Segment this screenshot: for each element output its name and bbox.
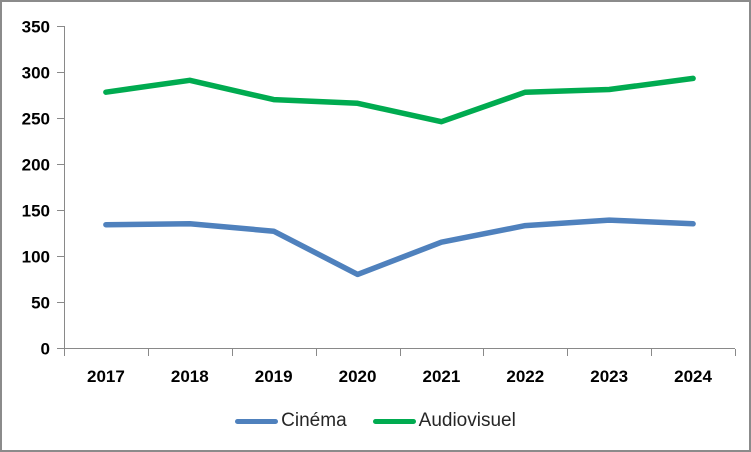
x-axis-tick-label: 2018	[171, 367, 209, 386]
y-axis-tick-label: 350	[22, 18, 50, 37]
x-axis-tick-label: 2022	[506, 367, 544, 386]
legend-item-cinema: Cinéma	[235, 410, 347, 432]
x-axis-tick-label: 2019	[255, 367, 293, 386]
legend-label-audiovisuel: Audiovisuel	[418, 410, 516, 431]
x-axis-tick-label: 2020	[339, 367, 377, 386]
y-axis-tick-label: 200	[22, 156, 50, 175]
legend-item-audiovisuel: Audiovisuel	[372, 410, 516, 432]
x-axis-tick-label: 2021	[423, 367, 461, 386]
y-axis-tick-label: 50	[31, 294, 50, 313]
legend-swatch-cinema	[235, 418, 279, 424]
x-axis-tick-label: 2024	[674, 367, 712, 386]
series-line-audiovisuel	[103, 75, 696, 125]
y-axis-tick-label: 0	[41, 340, 50, 359]
y-axis-tick-label: 300	[22, 64, 50, 83]
x-axis-tick-label: 2017	[87, 367, 125, 386]
chart-legend: Cinéma Audiovisuel	[2, 406, 749, 436]
y-axis-tick-label: 250	[22, 110, 50, 129]
y-axis-tick-label: 100	[22, 248, 50, 267]
legend-swatch-audiovisuel	[372, 418, 416, 424]
y-axis-tick-label: 150	[22, 202, 50, 221]
x-axis-tick-label: 2023	[590, 367, 628, 386]
series-line-cinema	[103, 217, 696, 278]
legend-label-cinema: Cinéma	[281, 410, 347, 431]
